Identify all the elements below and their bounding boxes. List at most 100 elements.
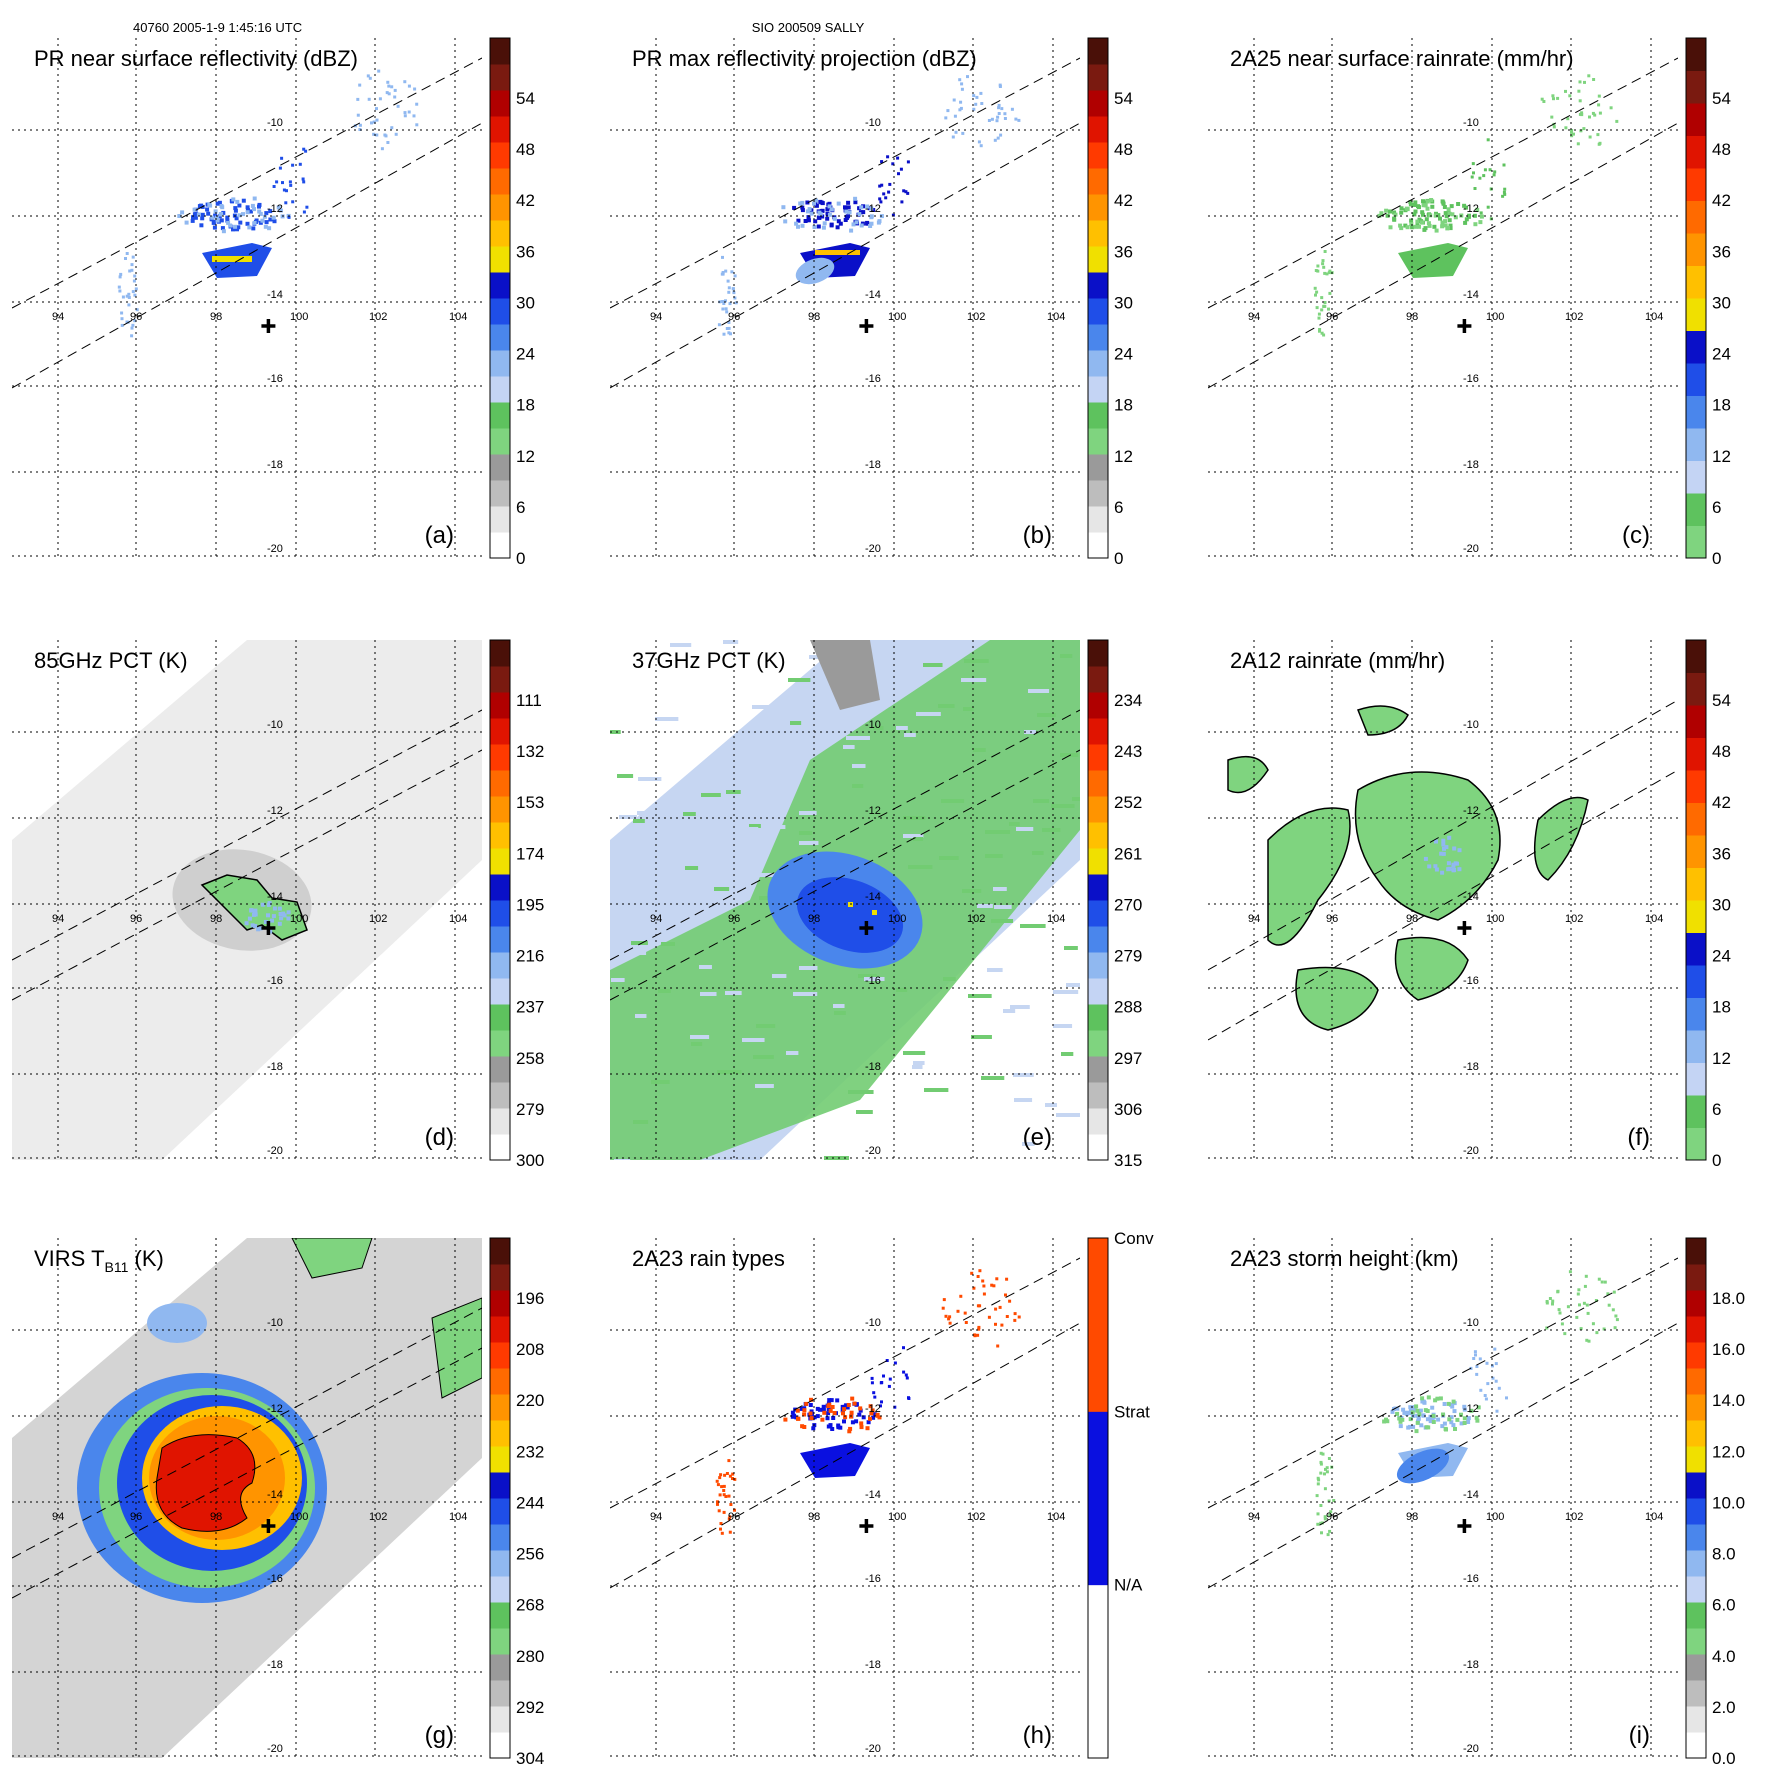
pct37-pixel — [655, 717, 679, 721]
colorbar-tick-label: 18 — [1114, 396, 1133, 415]
rain-mid-pixel — [1474, 1353, 1477, 1357]
rain-band-pixel — [1425, 206, 1430, 211]
rain-ne-pixel — [959, 100, 963, 104]
swath-edge-line — [610, 1257, 1080, 1509]
rain-ne-pixel — [1598, 141, 1602, 145]
lat-tick-label: -16 — [267, 1573, 283, 1585]
rain-ne-pixel — [1566, 1305, 1570, 1309]
swath-edge-line — [12, 749, 482, 1001]
colorbar-tick-label: 280 — [516, 1647, 544, 1666]
pct37-pixel — [864, 977, 885, 981]
lat-tick-label: -18 — [865, 459, 881, 471]
lat-tick-label: -16 — [267, 373, 283, 385]
rain-mid-pixel — [281, 181, 284, 185]
rain-spiral-pixel — [721, 307, 725, 311]
pct37-yellow-pixel — [872, 910, 877, 915]
colorbar-swatch — [1088, 454, 1108, 481]
rain-band-pixel — [805, 200, 810, 205]
rain-ne-pixel — [1612, 1290, 1616, 1294]
rain-spiral-pixel — [1316, 1522, 1320, 1526]
rain-band-pixel — [1433, 1398, 1438, 1403]
colorbar-swatch — [1686, 1368, 1706, 1395]
pct37-pixel — [981, 1076, 1005, 1080]
pct37-pixel — [613, 927, 637, 931]
lat-tick-label: -10 — [267, 1317, 283, 1329]
rain-ne-pixel — [1583, 1284, 1587, 1288]
rain-band-pixel — [1448, 223, 1453, 228]
pct37-pixel — [848, 1090, 874, 1094]
colorbar-swatch — [490, 1056, 510, 1083]
rain-spiral-pixel — [727, 290, 731, 294]
rain-ne-pixel — [1587, 74, 1591, 78]
pct37-pixel — [1060, 753, 1079, 757]
rain-spiral-pixel — [1325, 272, 1329, 276]
rain-band-pixel — [1426, 1395, 1431, 1400]
colorbar-tick-label: 12 — [516, 447, 535, 466]
pct37-pixel — [690, 1035, 710, 1039]
lat-tick-label: -14 — [1463, 891, 1479, 903]
pct37-pixel — [1066, 983, 1080, 987]
rain-spiral-pixel — [727, 1517, 731, 1521]
rain-band-pixel — [241, 212, 245, 217]
swath-edge-line — [1208, 1322, 1678, 1589]
rain-spiral-pixel — [725, 327, 729, 330]
colorbar-swatch — [1686, 70, 1706, 104]
rain-band-pixel — [1443, 223, 1448, 228]
rain-band-pixel — [866, 1420, 871, 1425]
rain-mid-pixel — [272, 185, 276, 188]
rain-band-pixel — [238, 220, 243, 225]
colorbar-swatch — [1686, 705, 1706, 738]
rain-band-pixel — [1441, 201, 1446, 206]
rain-band-pixel — [191, 215, 195, 220]
rain-spiral-pixel — [730, 270, 734, 274]
colorbar-tick-label: 279 — [1114, 947, 1142, 966]
rain-band-pixel — [796, 224, 800, 229]
lat-tick-label: -12 — [267, 203, 283, 215]
rain-band-pixel — [852, 1401, 857, 1406]
rain-ne-pixel — [998, 85, 1002, 88]
rain-spiral-pixel — [130, 326, 134, 330]
lon-tick-label: 102 — [369, 1511, 387, 1523]
map-area-d — [12, 640, 482, 1160]
pct37-pixel — [658, 989, 671, 993]
colorbar-tick-label: 0 — [1114, 549, 1123, 568]
rain-band-pixel — [199, 223, 204, 228]
rain-ne-pixel — [1003, 112, 1007, 116]
colorbar-tick-label: 54 — [1712, 691, 1731, 710]
rain-band-pixel — [802, 1425, 807, 1429]
rain-band-pixel — [826, 1411, 831, 1416]
pct37-pixel — [852, 784, 864, 788]
colorbar-tick-label: 18 — [1712, 396, 1731, 415]
pct85-pixel — [266, 913, 270, 918]
rain-band-pixel — [1432, 224, 1437, 229]
lon-tick-label: 98 — [808, 913, 820, 925]
rain-band-pixel — [835, 1398, 840, 1403]
rain-mid-pixel — [1502, 163, 1506, 167]
pct37-pixel — [767, 825, 786, 829]
rain-spiral-pixel — [1314, 293, 1317, 297]
tmi-rain-region — [1394, 936, 1469, 1001]
rain-band-pixel — [1442, 205, 1447, 209]
rain-band-pixel — [1406, 1425, 1411, 1430]
colorbar-tick-label: 220 — [516, 1391, 544, 1410]
colorbar-tick-label: 288 — [1114, 998, 1142, 1017]
pct37-pixel — [896, 988, 908, 992]
rain-spiral-pixel — [1323, 1487, 1327, 1491]
lon-tick-label: 98 — [210, 913, 222, 925]
colorbar-swatch — [490, 640, 510, 667]
rain-spiral-pixel — [132, 279, 136, 283]
lat-tick-label: -16 — [1463, 1573, 1479, 1585]
colorbar-swatch — [1686, 1420, 1706, 1447]
pct85-pixel — [249, 908, 254, 913]
colorbar-tick-label: Conv — [1114, 1229, 1154, 1248]
rain-mid-pixel — [897, 172, 900, 176]
rain-spiral-pixel — [718, 1493, 722, 1497]
lon-tick-label: 98 — [808, 1511, 820, 1523]
rain-ne-pixel — [1597, 94, 1601, 98]
rain-band-pixel — [846, 205, 851, 210]
colorbar-tick-label: 36 — [1712, 844, 1731, 863]
pct37-pixel — [724, 855, 748, 859]
lon-tick-label: 102 — [1565, 1511, 1583, 1523]
rain-band-pixel — [845, 1405, 850, 1410]
rain-band-pixel — [1395, 1411, 1400, 1416]
